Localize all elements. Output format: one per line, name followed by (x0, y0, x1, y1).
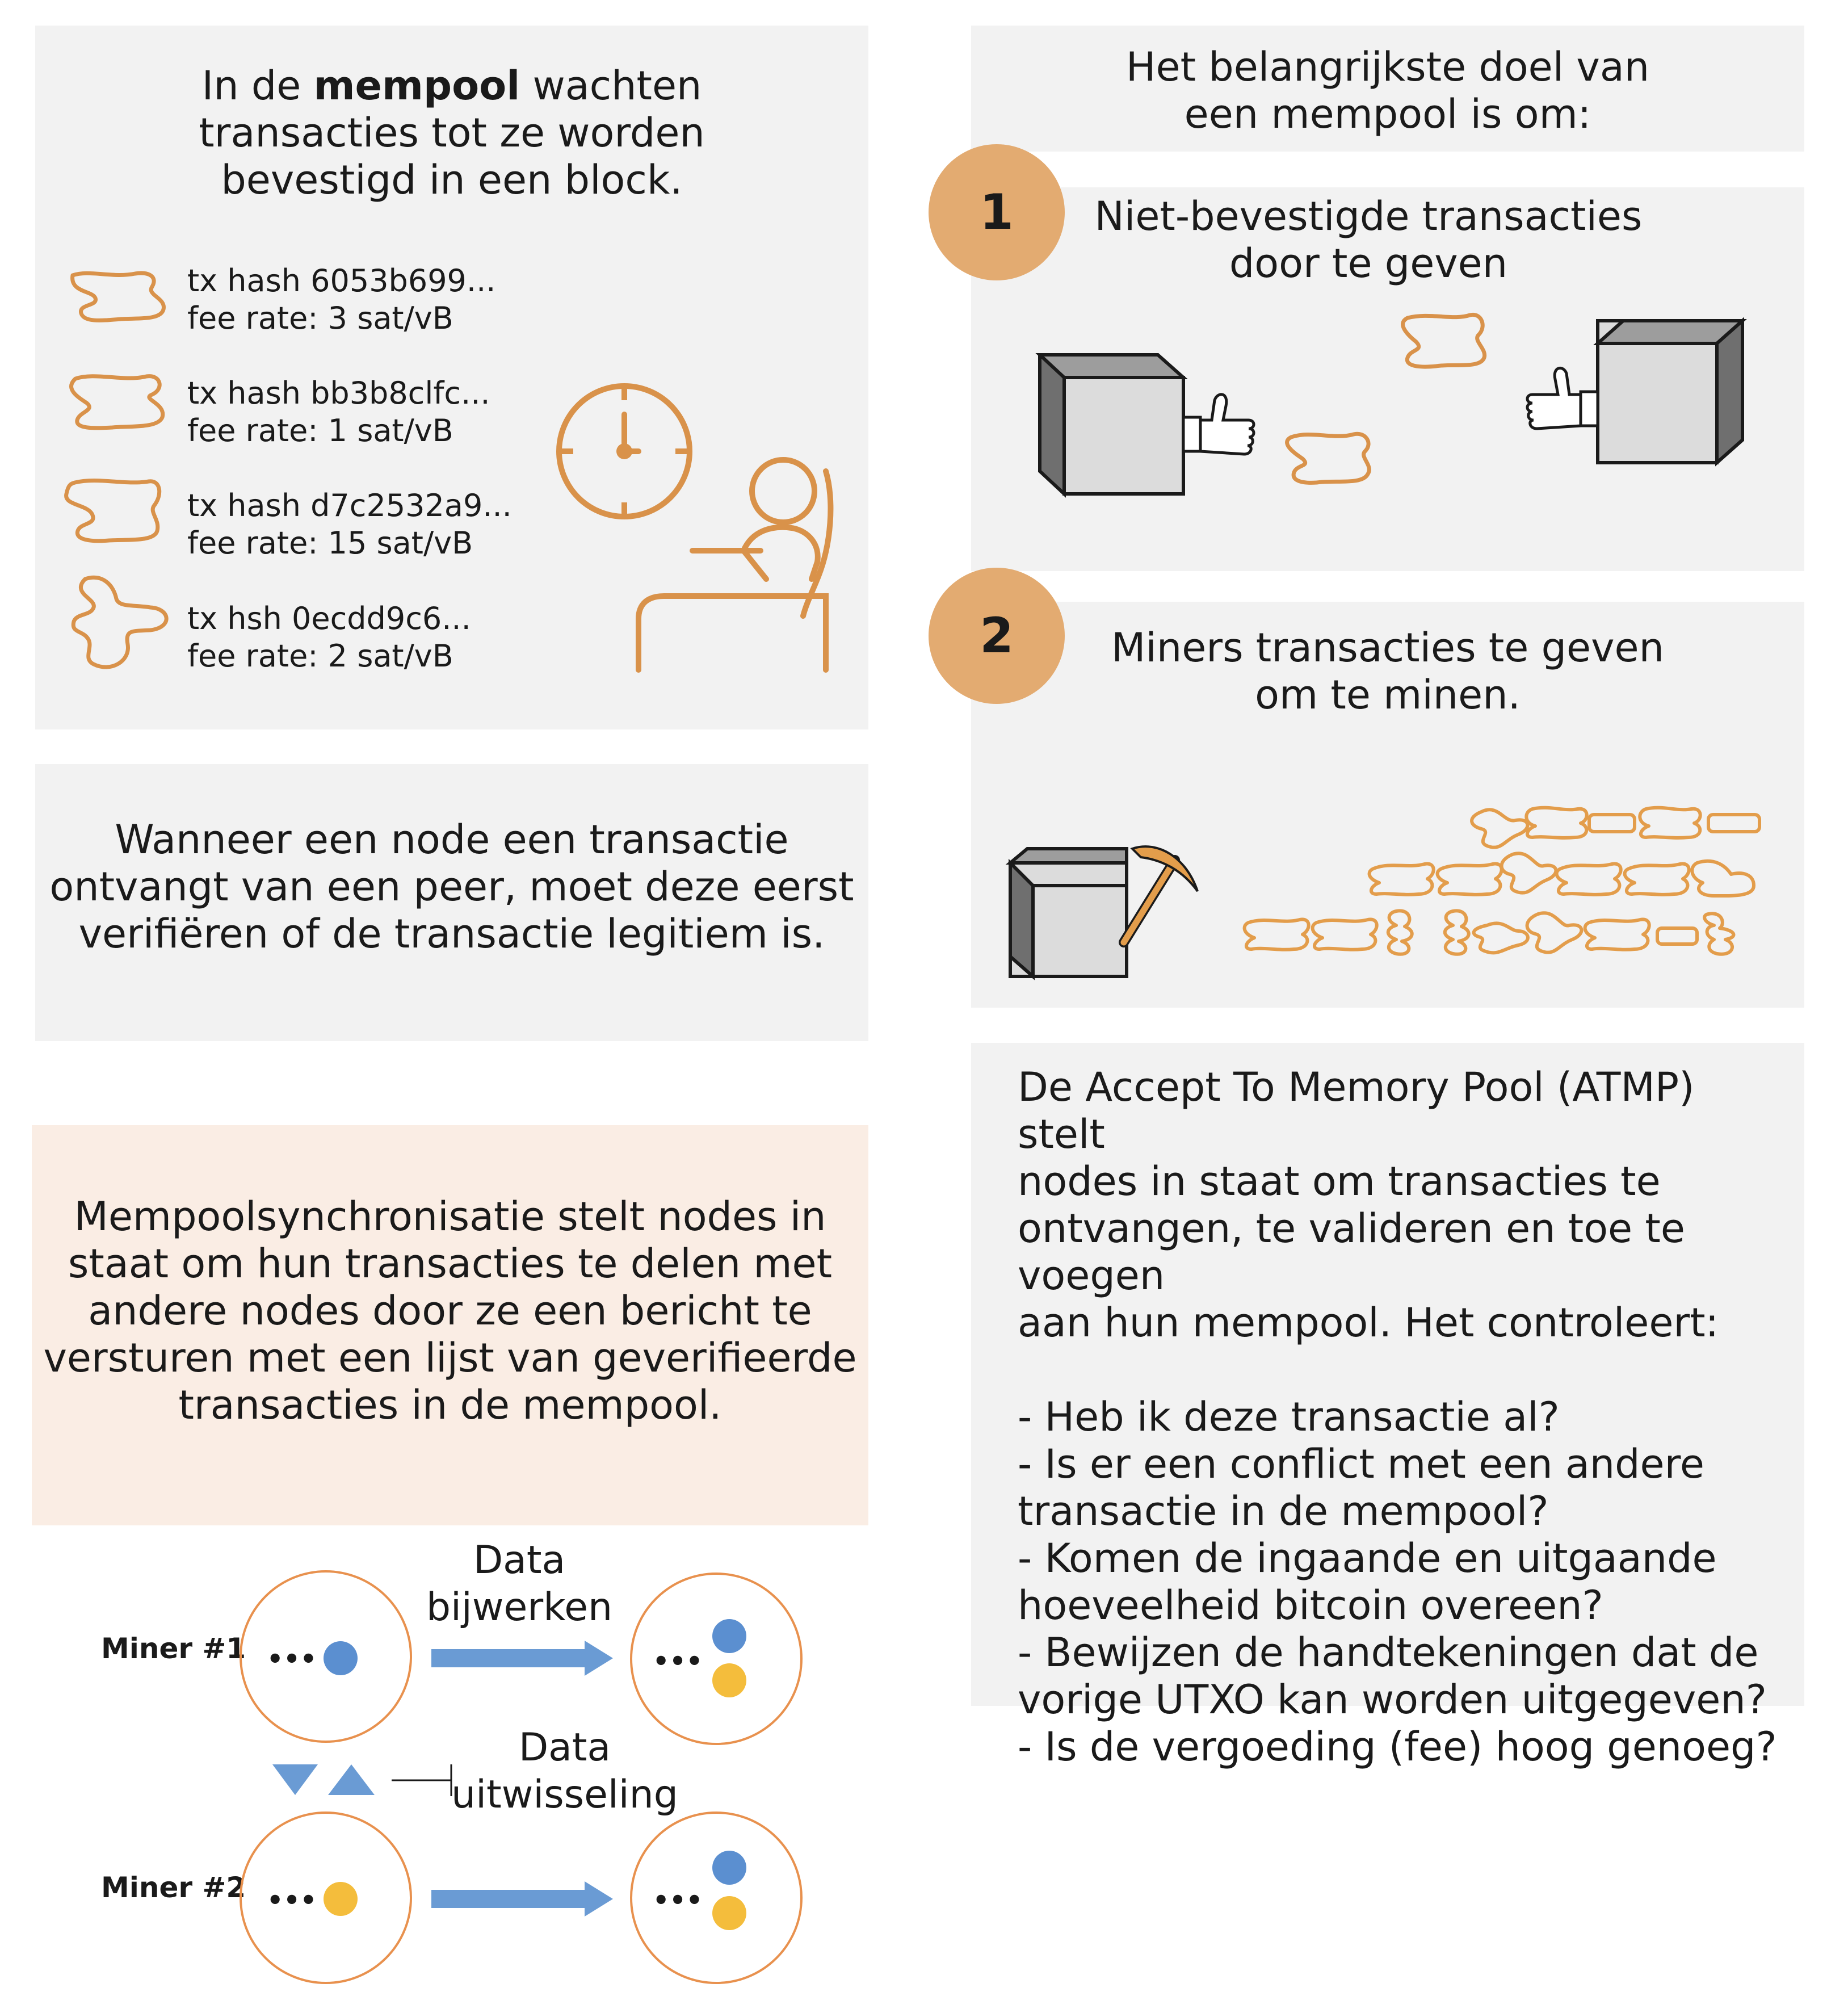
step-2-text: Miners transacties te geven om te minen. (1111, 624, 1664, 718)
sync-panel: Mempoolsynchronisatie stelt nodes in sta… (32, 1125, 868, 1525)
mempool-title: In de mempool wachten transacties tot ze… (199, 62, 705, 203)
atmp-check-4: - Bewijzen de handtekeningen dat de (1018, 1629, 1759, 1676)
miner-1-node-circle (240, 1570, 412, 1743)
sync-diagram: ••• ••• ••• ••• (240, 1570, 803, 1984)
miner-2-node-circle (240, 1812, 412, 1984)
thumbs-up-right-icon (1526, 367, 1599, 430)
miner-1-updated-blue-dot (712, 1619, 746, 1653)
relay-illustration (1035, 312, 1747, 498)
miner-1-blue-dot (324, 1641, 358, 1675)
goal-text: Het belangrijkste doel van een mempool i… (1125, 44, 1650, 137)
tx-icon-relay-2 (1285, 431, 1371, 485)
atmp-check-1: - Heb ik deze transactie al? (1018, 1394, 1560, 1440)
mempool-panel: In de mempool wachten transacties tot ze… (35, 26, 868, 729)
miner-1-updated-ellipsis: ••• (653, 1646, 703, 1676)
miner-1-updated-node-circle (630, 1573, 803, 1745)
tx-icon-3 (64, 478, 162, 543)
goal-panel: Het belangrijkste doel van een mempool i… (971, 26, 1804, 152)
tx-row-2: tx hash bb3b8clfc... fee rate: 1 sat/vB (187, 375, 490, 448)
update-arrow-2 (431, 1881, 613, 1917)
tx-icon-relay-1 (1401, 312, 1487, 369)
exchange-down-triangle (272, 1764, 318, 1795)
atmp-text: De Accept To Memory Pool (ATMP) stelt no… (1018, 1064, 1790, 1771)
miner-2-updated-yellow-dot (712, 1896, 746, 1930)
tx-row-1: tx hash 6053b699... fee rate: 3 sat/vB (187, 263, 496, 336)
step-2-badge: 2 (929, 568, 1065, 704)
atmp-check-2: - Is er een conflict met een andere (1018, 1441, 1704, 1487)
sync-text: Mempoolsynchronisatie stelt nodes in sta… (43, 1193, 857, 1428)
exchange-callout-line (392, 1764, 452, 1796)
tx-row-3: tx hash d7c2532a9... fee rate: 15 sat/vB (187, 488, 512, 561)
atmp-panel: De Accept To Memory Pool (ATMP) stelt no… (971, 1043, 1804, 1770)
thumbs-up-left-icon (1182, 393, 1255, 456)
tx-row-4: tx hsh 0ecdd9c6... fee rate: 2 sat/vB (187, 601, 471, 674)
tx-pile-icon (1242, 806, 1761, 956)
tx-icon-4 (71, 575, 169, 669)
miner-1-node-ellipsis: ••• (267, 1643, 317, 1674)
atmp-check-5: - Is de vergoeding (fee) hoog genoeg? (1018, 1724, 1777, 1770)
miner-2-label: Miner #2 (101, 1871, 246, 1904)
miner-2-node-ellipsis: ••• (267, 1885, 317, 1915)
verify-panel: Wanneer een node een transactie ontvangt… (35, 764, 868, 1041)
data-exchange-label: Data uitwisseling (451, 1725, 678, 1817)
miner-2-updated-ellipsis: ••• (653, 1885, 703, 1915)
update-arrow-1 (431, 1641, 613, 1676)
miner-2-yellow-dot (324, 1882, 358, 1916)
clock-icon (556, 383, 692, 519)
step-1-badge: 1 (929, 144, 1065, 280)
tx-icon-2 (69, 374, 165, 430)
atmp-check-3: - Komen de ingaande en uitgaande (1018, 1535, 1717, 1582)
tx-icon-1 (70, 271, 166, 322)
verify-text: Wanneer een node een transactie ontvangt… (49, 816, 854, 957)
miner-1-updated-yellow-dot (712, 1663, 746, 1697)
miner-1-label: Miner #1 (101, 1632, 246, 1665)
miner-2-updated-node-circle (630, 1812, 803, 1984)
data-update-label: Data bijwerken (426, 1538, 613, 1630)
mempool-title-bold: mempool (313, 62, 520, 109)
miner-2-updated-blue-dot (712, 1851, 746, 1885)
mining-illustration (1005, 806, 1761, 980)
step-1-text: Niet-bevestigde transacties door te geve… (1094, 193, 1643, 287)
waiting-person-icon (636, 457, 834, 673)
exchange-up-triangle (328, 1764, 375, 1795)
pickaxe-icon (1119, 845, 1199, 947)
